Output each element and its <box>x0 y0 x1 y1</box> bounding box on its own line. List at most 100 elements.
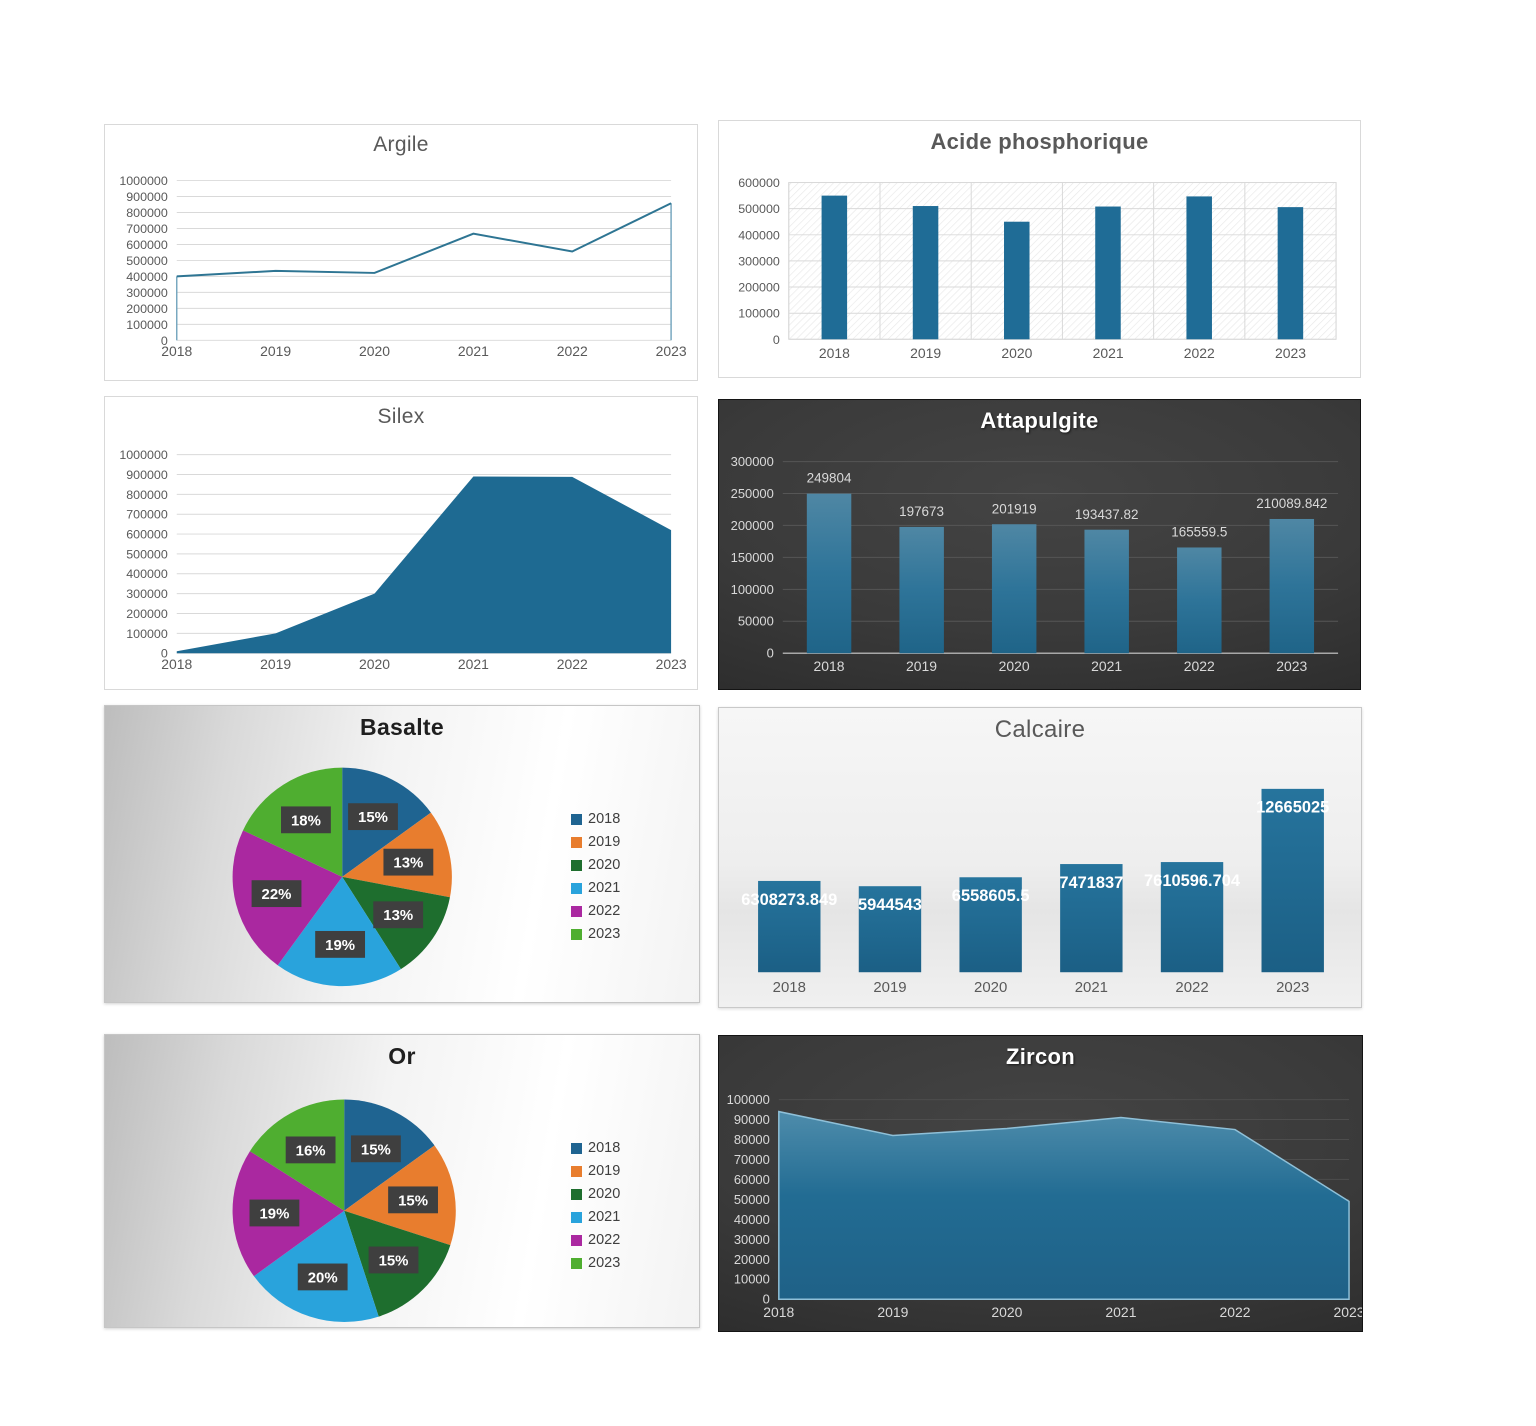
legend-swatch <box>571 836 582 848</box>
legend-item: 2022 <box>571 901 620 921</box>
svg-text:2019: 2019 <box>910 345 941 361</box>
legend-swatch <box>571 1234 582 1246</box>
svg-text:2019: 2019 <box>877 1304 908 1320</box>
legend-item: 2021 <box>571 878 620 898</box>
svg-text:2023: 2023 <box>1275 345 1306 361</box>
basalte-legend: 2018 2019 2020 2021 2022 2023 <box>571 809 620 944</box>
svg-text:0: 0 <box>773 333 780 347</box>
legend-label: 2021 <box>588 880 621 896</box>
chart-panel-silex: Silex 0 100000 200000 300000 400000 500000 600… <box>104 396 698 690</box>
svg-text:2021: 2021 <box>1093 345 1124 361</box>
svg-text:100000: 100000 <box>126 318 168 332</box>
svg-text:2021: 2021 <box>458 656 489 672</box>
svg-text:900000: 900000 <box>126 468 168 482</box>
svg-text:165559.5: 165559.5 <box>1171 525 1227 540</box>
svg-text:2021: 2021 <box>1105 1304 1136 1320</box>
chart-title-basalte: Basalte <box>360 714 444 740</box>
svg-text:13%: 13% <box>383 907 413 924</box>
svg-text:15%: 15% <box>398 1192 428 1209</box>
legend-item: 2020 <box>571 855 620 875</box>
basalte-pie-chart: 15% 13% 13% 19% 22% 18% <box>105 706 699 1002</box>
svg-text:2020: 2020 <box>991 1304 1022 1320</box>
svg-text:20%: 20% <box>308 1269 338 1286</box>
svg-text:2018: 2018 <box>763 1304 794 1320</box>
svg-text:19%: 19% <box>325 937 355 954</box>
svg-text:800000: 800000 <box>126 488 168 502</box>
svg-text:2018: 2018 <box>161 343 192 359</box>
svg-text:6308273.849: 6308273.849 <box>741 891 837 909</box>
svg-text:2022: 2022 <box>1175 979 1208 996</box>
chart-panel-attapulgite: Attapulgite 0 50000 100000 150000 200000 2500… <box>718 399 1361 690</box>
svg-text:150000: 150000 <box>731 550 774 565</box>
svg-text:900000: 900000 <box>126 190 168 204</box>
legend-item: 2023 <box>571 924 620 944</box>
legend-swatch <box>571 928 582 940</box>
svg-text:40000: 40000 <box>734 1212 770 1227</box>
svg-text:13%: 13% <box>393 855 423 872</box>
svg-text:2023: 2023 <box>656 343 687 359</box>
svg-text:200000: 200000 <box>738 280 780 294</box>
chart-title-calcaire: Calcaire <box>994 716 1086 743</box>
svg-text:2018: 2018 <box>161 656 192 672</box>
svg-text:22%: 22% <box>262 886 292 903</box>
svg-text:0: 0 <box>763 1292 770 1307</box>
svg-text:300000: 300000 <box>126 286 168 300</box>
legend-swatch <box>571 813 582 825</box>
legend-label: 2018 <box>588 1140 621 1156</box>
legend-swatch <box>571 1188 582 1200</box>
svg-text:90000: 90000 <box>734 1112 770 1127</box>
legend-item: 2020 <box>571 1184 620 1204</box>
svg-text:2023: 2023 <box>1276 658 1307 674</box>
legend-label: 2022 <box>588 1232 621 1248</box>
svg-text:100000: 100000 <box>731 582 774 597</box>
legend-swatch <box>571 1165 582 1177</box>
svg-text:400000: 400000 <box>126 567 168 581</box>
chart-title-attapulgite: Attapulgite <box>980 408 1099 433</box>
svg-text:300000: 300000 <box>126 587 168 601</box>
acide-phosphorique-bar-chart: 0 100000 200000 300000 400000 500000 600000 201… <box>719 121 1360 377</box>
svg-text:15%: 15% <box>358 809 388 826</box>
legend-swatch <box>571 882 582 894</box>
svg-text:250000: 250000 <box>731 486 774 501</box>
svg-text:18%: 18% <box>291 812 321 829</box>
svg-text:700000: 700000 <box>126 508 168 522</box>
svg-text:300000: 300000 <box>731 454 774 469</box>
svg-text:50000: 50000 <box>734 1192 770 1207</box>
svg-text:2019: 2019 <box>260 343 291 359</box>
legend-label: 2023 <box>588 926 621 942</box>
svg-text:500000: 500000 <box>126 547 168 561</box>
svg-text:2019: 2019 <box>873 979 906 996</box>
svg-text:7471837: 7471837 <box>1059 874 1123 892</box>
svg-text:1000000: 1000000 <box>119 174 168 188</box>
chart-title-acide-phosphorique: Acide phosphorique <box>930 129 1149 154</box>
svg-text:100000: 100000 <box>738 307 780 321</box>
svg-text:2022: 2022 <box>1184 345 1215 361</box>
svg-text:5944543: 5944543 <box>858 896 922 914</box>
svg-text:2019: 2019 <box>906 658 937 674</box>
svg-text:600000: 600000 <box>126 528 168 542</box>
chart-title-zircon: Zircon <box>1005 1044 1076 1069</box>
svg-text:600000: 600000 <box>126 238 168 252</box>
legend-label: 2019 <box>588 1163 621 1179</box>
chart-title-or: Or <box>388 1043 416 1069</box>
svg-text:15%: 15% <box>361 1141 391 1158</box>
svg-text:2021: 2021 <box>1075 979 1108 996</box>
chart-panel-zircon: Zircon 0 10000 20000 30000 40000 50000 60000 70… <box>718 1035 1365 1332</box>
legend-swatch <box>571 1211 582 1223</box>
legend-swatch <box>571 1142 582 1154</box>
svg-text:2023: 2023 <box>1334 1304 1362 1320</box>
legend-item: 2018 <box>571 1138 620 1158</box>
legend-swatch <box>571 1257 582 1269</box>
svg-text:6558605.5: 6558605.5 <box>952 887 1030 905</box>
legend-item: 2019 <box>571 832 620 852</box>
svg-text:12665025: 12665025 <box>1256 799 1329 817</box>
svg-text:10000: 10000 <box>734 1272 770 1287</box>
legend-label: 2022 <box>588 903 621 919</box>
svg-text:197673: 197673 <box>899 504 944 519</box>
chart-panel-calcaire: Calcaire 2018 2019 2020 2021 2022 2023 6308273… <box>718 707 1362 1008</box>
chart-panel-or: Or 15% 15% 15% 20% 19% 16% 2018 2019 2020 2021 20… <box>104 1034 700 1328</box>
chart-title-argile: Argile <box>373 133 429 156</box>
legend-item: 2022 <box>571 1230 620 1250</box>
svg-text:19%: 19% <box>259 1205 289 1222</box>
legend-swatch <box>571 905 582 917</box>
